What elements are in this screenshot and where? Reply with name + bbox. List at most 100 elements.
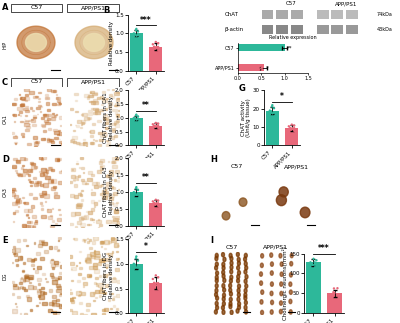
Polygon shape	[52, 220, 54, 222]
Bar	[266, 110, 279, 145]
Polygon shape	[50, 260, 54, 263]
Polygon shape	[102, 91, 105, 93]
Polygon shape	[36, 107, 40, 109]
Polygon shape	[112, 109, 117, 111]
Circle shape	[230, 261, 233, 265]
Polygon shape	[82, 277, 85, 279]
Polygon shape	[117, 180, 119, 182]
Point	[130, 118, 137, 123]
Polygon shape	[79, 217, 83, 220]
Polygon shape	[94, 250, 95, 251]
Polygon shape	[89, 131, 90, 132]
Polygon shape	[110, 122, 114, 125]
Circle shape	[260, 300, 263, 304]
Polygon shape	[61, 306, 62, 307]
Point	[155, 41, 162, 46]
Point	[287, 125, 293, 130]
Polygon shape	[26, 214, 28, 216]
Polygon shape	[58, 171, 62, 173]
Polygon shape	[35, 181, 38, 183]
Text: APP/PS1: APP/PS1	[262, 245, 288, 250]
Polygon shape	[35, 220, 38, 222]
Polygon shape	[91, 255, 95, 258]
Point	[132, 116, 138, 121]
Polygon shape	[42, 172, 47, 175]
Polygon shape	[12, 309, 17, 313]
Polygon shape	[22, 279, 25, 281]
Polygon shape	[14, 254, 17, 255]
Polygon shape	[12, 262, 13, 263]
Circle shape	[215, 266, 218, 270]
Polygon shape	[115, 124, 120, 127]
Polygon shape	[91, 101, 95, 104]
Polygon shape	[40, 195, 43, 197]
Polygon shape	[26, 34, 46, 51]
Polygon shape	[115, 157, 118, 160]
Polygon shape	[81, 167, 84, 169]
Polygon shape	[96, 283, 97, 284]
Circle shape	[222, 306, 224, 310]
Circle shape	[276, 195, 286, 206]
Polygon shape	[84, 34, 104, 51]
Polygon shape	[112, 203, 117, 206]
Polygon shape	[78, 273, 81, 275]
Polygon shape	[12, 202, 17, 205]
Point	[151, 280, 157, 286]
Polygon shape	[117, 221, 119, 223]
Polygon shape	[94, 202, 98, 205]
Circle shape	[216, 306, 218, 310]
Polygon shape	[52, 90, 55, 92]
Polygon shape	[58, 237, 60, 239]
Text: C57: C57	[226, 245, 238, 250]
Polygon shape	[112, 220, 117, 224]
Polygon shape	[22, 224, 26, 227]
Polygon shape	[13, 284, 16, 286]
Polygon shape	[42, 273, 45, 276]
Polygon shape	[57, 100, 60, 102]
Polygon shape	[16, 284, 17, 285]
Polygon shape	[23, 224, 28, 228]
Text: G: G	[239, 84, 246, 93]
Polygon shape	[93, 108, 98, 110]
Text: C57: C57	[286, 1, 296, 6]
Circle shape	[238, 284, 240, 288]
Polygon shape	[109, 136, 114, 139]
Polygon shape	[108, 299, 110, 301]
Point	[153, 197, 159, 202]
Polygon shape	[59, 294, 61, 296]
Polygon shape	[58, 181, 62, 184]
Bar	[327, 293, 342, 313]
Polygon shape	[40, 257, 44, 260]
Polygon shape	[31, 259, 34, 262]
Polygon shape	[88, 276, 90, 277]
Point	[307, 260, 314, 265]
Polygon shape	[48, 308, 52, 312]
Polygon shape	[18, 256, 22, 260]
Point	[153, 120, 159, 126]
Polygon shape	[101, 246, 102, 247]
Polygon shape	[24, 88, 29, 91]
Point	[151, 201, 157, 206]
Polygon shape	[24, 314, 27, 316]
Polygon shape	[107, 173, 110, 175]
Polygon shape	[89, 247, 92, 249]
Polygon shape	[91, 108, 93, 109]
Polygon shape	[94, 92, 97, 94]
Polygon shape	[76, 204, 81, 208]
Polygon shape	[41, 241, 43, 242]
Polygon shape	[46, 176, 50, 179]
Bar	[130, 264, 143, 313]
Circle shape	[214, 310, 217, 314]
Polygon shape	[81, 114, 83, 115]
Polygon shape	[109, 170, 113, 172]
Polygon shape	[86, 257, 90, 260]
Polygon shape	[82, 239, 84, 241]
Circle shape	[270, 310, 273, 314]
Point	[132, 190, 138, 195]
Polygon shape	[82, 113, 86, 116]
Point	[133, 112, 140, 117]
Polygon shape	[28, 285, 33, 289]
Polygon shape	[86, 259, 91, 263]
Text: **: **	[287, 45, 292, 50]
Circle shape	[280, 282, 283, 286]
